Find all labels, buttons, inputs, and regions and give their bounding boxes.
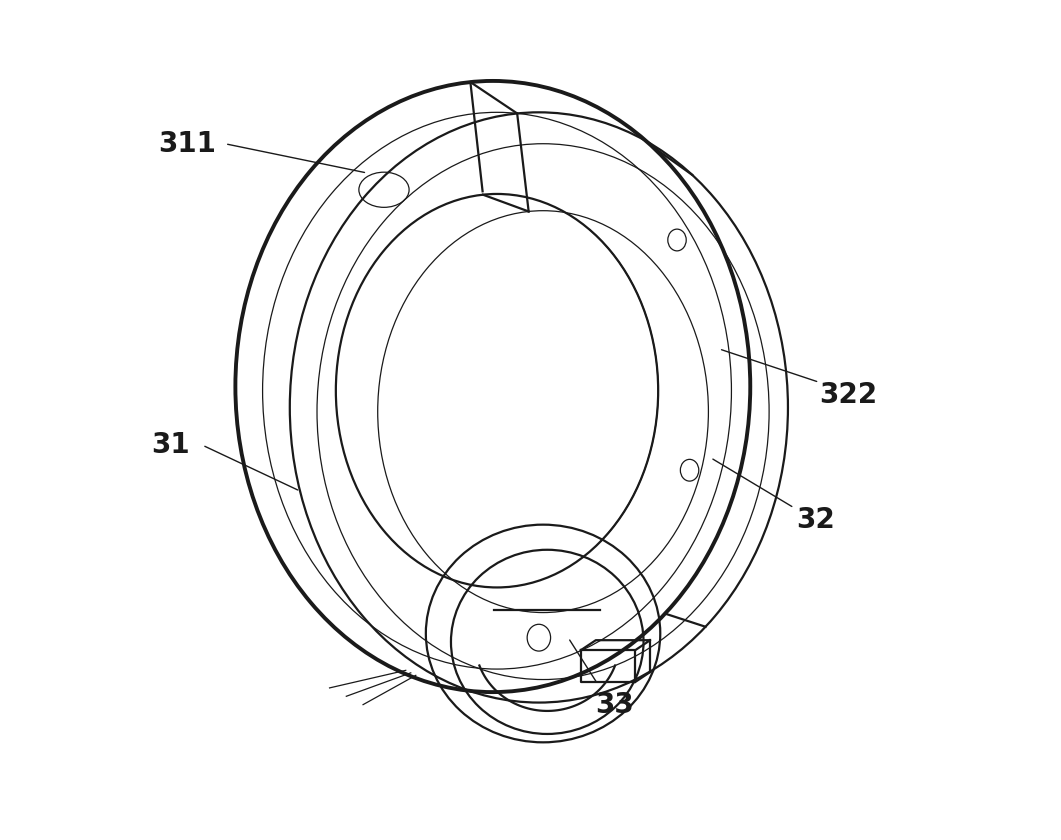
- Text: 32: 32: [796, 507, 835, 534]
- Text: 322: 322: [819, 381, 877, 409]
- Text: 31: 31: [151, 431, 190, 459]
- Text: 311: 311: [158, 129, 216, 158]
- Text: 33: 33: [595, 690, 633, 719]
